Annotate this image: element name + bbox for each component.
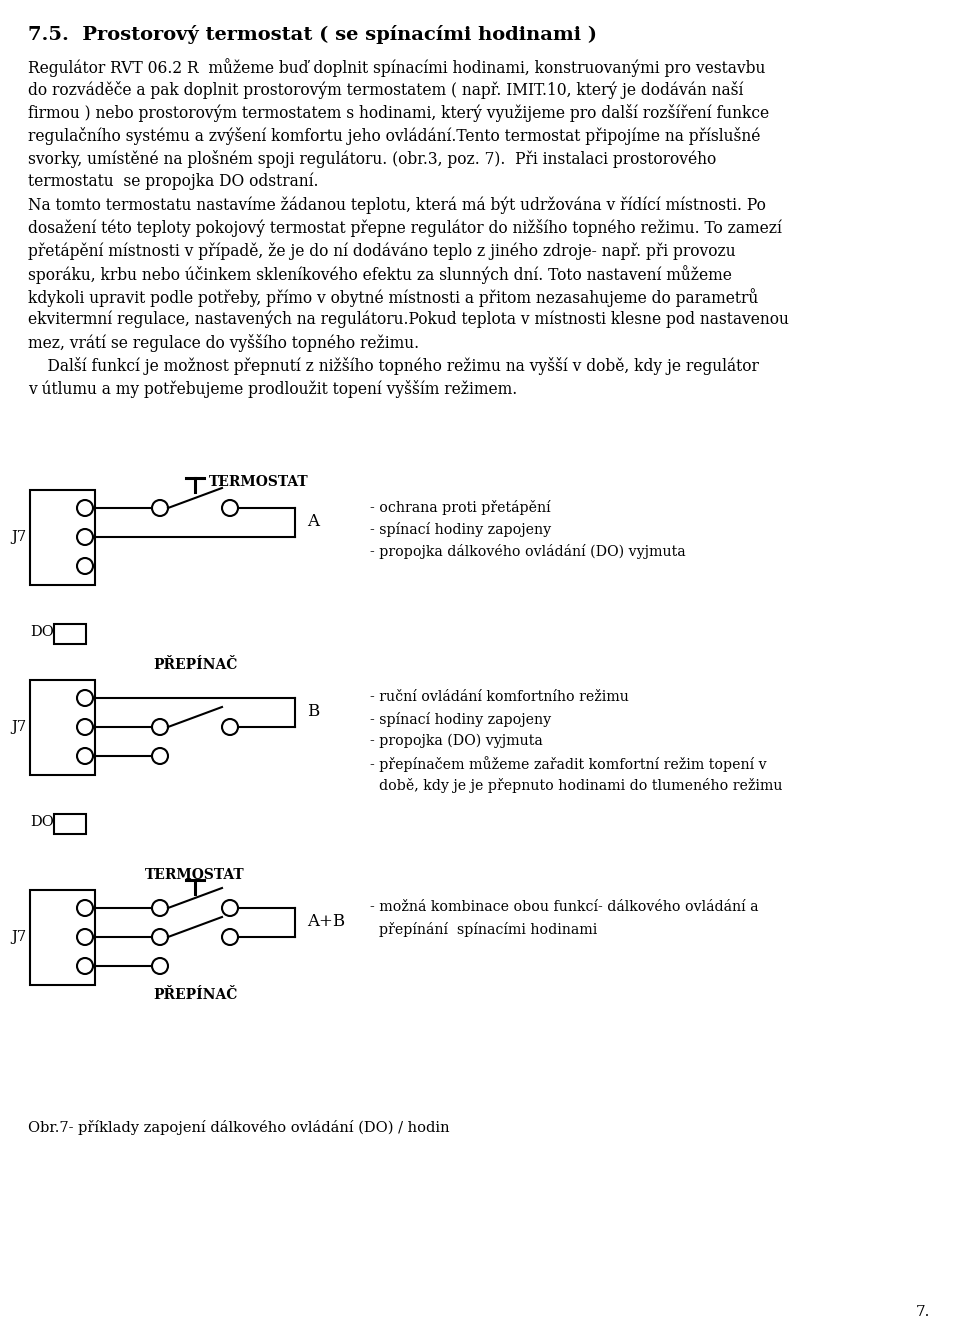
Circle shape xyxy=(77,929,93,945)
Text: době, kdy je je přepnuto hodinami do tlumeného režimu: době, kdy je je přepnuto hodinami do tlu… xyxy=(370,777,782,793)
Text: kdykoli upravit podle potřeby, přímo v obytné místnosti a přitom nezasahujeme do: kdykoli upravit podle potřeby, přímo v o… xyxy=(28,288,758,307)
Bar xyxy=(30,490,95,585)
Text: - spínací hodiny zapojeny: - spínací hodiny zapojeny xyxy=(370,712,551,727)
Text: B: B xyxy=(307,703,320,720)
Circle shape xyxy=(222,500,238,516)
Text: termostatu  se propojka DO odstraní.: termostatu se propojka DO odstraní. xyxy=(28,173,319,190)
Circle shape xyxy=(77,690,93,706)
Text: A: A xyxy=(307,513,319,530)
Circle shape xyxy=(77,748,93,764)
Circle shape xyxy=(152,500,168,516)
Bar xyxy=(54,625,86,645)
Circle shape xyxy=(152,719,168,735)
Circle shape xyxy=(222,900,238,916)
Text: TERMOSTAT: TERMOSTAT xyxy=(145,868,245,882)
Circle shape xyxy=(77,500,93,516)
Text: sporáku, krbu nebo účinkem skleníkového efektu za slunných dní. Toto nastavení m: sporáku, krbu nebo účinkem skleníkového … xyxy=(28,264,732,284)
Text: Regulátor RVT 06.2 R  můžeme buď doplnit spínacími hodinami, konstruovanými pro : Regulátor RVT 06.2 R můžeme buď doplnit … xyxy=(28,58,765,77)
Text: DO: DO xyxy=(30,815,54,829)
Text: v útlumu a my potřebujeme prodloužit topení vyšším režimem.: v útlumu a my potřebujeme prodloužit top… xyxy=(28,380,517,397)
Bar xyxy=(30,680,95,775)
Text: regulačního systému a zvýšení komfortu jeho ovládání.Tento termostat připojíme n: regulačního systému a zvýšení komfortu j… xyxy=(28,128,760,145)
Text: - přepínačem můžeme zařadit komfortní režim topení v: - přepínačem můžeme zařadit komfortní re… xyxy=(370,756,767,772)
Circle shape xyxy=(152,958,168,974)
Text: Obr.7- příklady zapojení dálkového ovládání (DO) / hodin: Obr.7- příklady zapojení dálkového ovlád… xyxy=(28,1120,449,1135)
Text: mez, vrátí se regulace do vyššího topného režimu.: mez, vrátí se regulace do vyššího topnéh… xyxy=(28,334,420,352)
Text: - spínací hodiny zapojeny: - spínací hodiny zapojeny xyxy=(370,522,551,537)
Circle shape xyxy=(77,958,93,974)
Text: - propojka (DO) vyjmuta: - propojka (DO) vyjmuta xyxy=(370,734,542,748)
Circle shape xyxy=(152,900,168,916)
Text: do rozváděče a pak doplnit prostorovým termostatem ( např. IMIT.10, který je dod: do rozváděče a pak doplnit prostorovým t… xyxy=(28,81,743,98)
Text: J7: J7 xyxy=(11,930,26,944)
Text: firmou ) nebo prostorovým termostatem s hodinami, který využijeme pro další rozš: firmou ) nebo prostorovým termostatem s … xyxy=(28,104,769,122)
Circle shape xyxy=(77,900,93,916)
Text: 7.: 7. xyxy=(916,1305,930,1318)
Circle shape xyxy=(152,748,168,764)
Text: TERMOSTAT: TERMOSTAT xyxy=(209,474,308,489)
Text: PŘEPÍNAČ: PŘEPÍNAČ xyxy=(153,658,237,672)
Text: Další funkcí je možnost přepnutí z nižšího topného režimu na vyšší v době, kdy j: Další funkcí je možnost přepnutí z nižší… xyxy=(28,358,758,375)
Text: DO: DO xyxy=(30,625,54,639)
Text: přepínání  spínacími hodinami: přepínání spínacími hodinami xyxy=(370,922,597,937)
Text: - možná kombinace obou funkcí- dálkového ovládání a: - možná kombinace obou funkcí- dálkového… xyxy=(370,900,758,914)
Circle shape xyxy=(222,929,238,945)
Text: Na tomto termostatu nastavíme žádanou teplotu, která má být udržována v řídící m: Na tomto termostatu nastavíme žádanou te… xyxy=(28,195,766,214)
Text: J7: J7 xyxy=(11,530,26,544)
Circle shape xyxy=(77,719,93,735)
Text: ekvitermní regulace, nastavených na regulátoru.Pokud teplota v místnosti klesne : ekvitermní regulace, nastavených na regu… xyxy=(28,311,789,328)
Text: přetápění místnosti v případě, že je do ní dodáváno teplo z jiného zdroje- např.: přetápění místnosti v případě, že je do … xyxy=(28,242,735,259)
Text: A+B: A+B xyxy=(307,913,346,930)
Circle shape xyxy=(152,929,168,945)
Text: - propojka dálkového ovládání (DO) vyjmuta: - propojka dálkového ovládání (DO) vyjmu… xyxy=(370,544,685,560)
Bar xyxy=(54,813,86,835)
Circle shape xyxy=(77,558,93,574)
Circle shape xyxy=(222,719,238,735)
Bar xyxy=(30,890,95,985)
Text: - ruční ovládání komfortního režimu: - ruční ovládání komfortního režimu xyxy=(370,690,629,704)
Text: - ochrana proti přetápění: - ochrana proti přetápění xyxy=(370,500,551,516)
Text: PŘEPÍNAČ: PŘEPÍNAČ xyxy=(153,987,237,1002)
Text: svorky, umístěné na plošném spoji regulátoru. (obr.3, poz. 7).  Při instalaci pr: svorky, umístěné na plošném spoji regulá… xyxy=(28,150,716,167)
Text: J7: J7 xyxy=(11,720,26,734)
Circle shape xyxy=(77,529,93,545)
Text: 7.5.  Prostorový termostat ( se spínacími hodinami ): 7.5. Prostorový termostat ( se spínacími… xyxy=(28,25,597,44)
Text: dosažení této teploty pokojový termostat přepne regulátor do nižšího topného rež: dosažení této teploty pokojový termostat… xyxy=(28,219,781,237)
